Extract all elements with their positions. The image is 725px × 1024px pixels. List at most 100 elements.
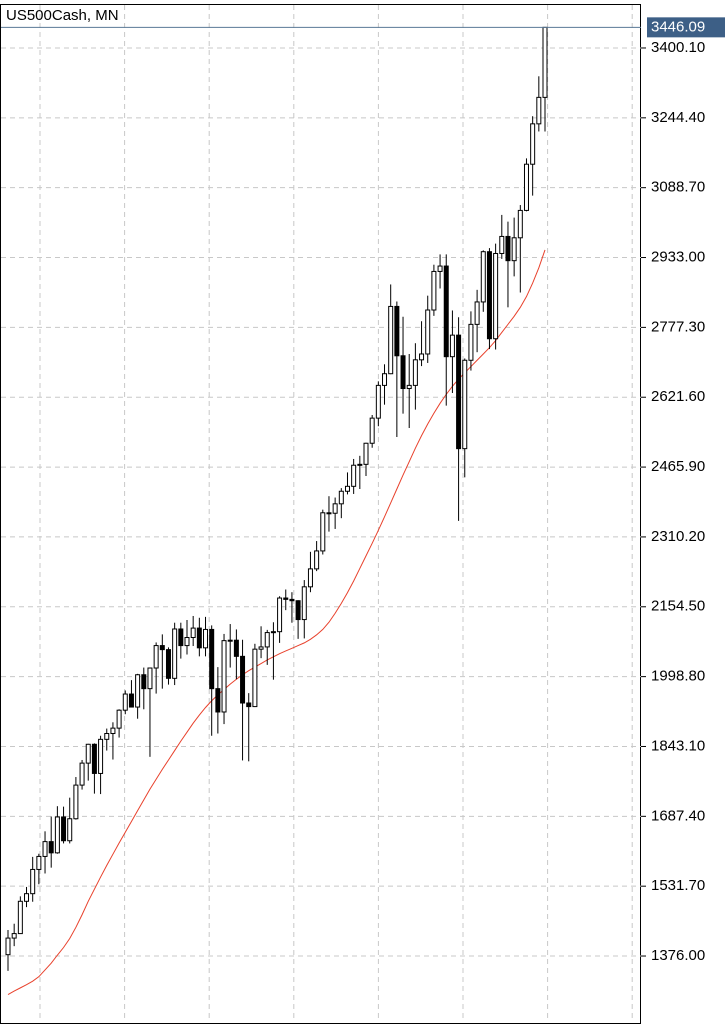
candle-body [67,818,73,842]
candle-body [468,323,474,361]
candle-body [196,627,202,649]
last-price-label: 3446.09 [651,18,705,35]
candle-body [215,688,221,713]
candle-body [61,816,67,842]
candle-body [511,237,517,262]
candle-body [480,251,486,303]
candle-body [246,702,252,708]
price-axis: 3400.10 3244.40 3088.70 2933.00 2777.30 2621.… [641,17,725,964]
candle-body [425,309,431,355]
candle-body [474,301,480,325]
y-tick-label: 1843.10 [651,737,705,754]
candle-body [270,631,276,634]
candle-body [486,251,492,340]
candle-body [153,645,159,669]
candle-body [42,841,48,857]
candle-body [443,265,449,358]
candle-body [301,586,307,621]
candle-body [277,597,283,633]
candle-body [344,485,350,492]
candle-body [221,640,227,713]
candle-body [363,442,369,465]
candle-body [24,893,30,902]
y-tick-label: 1376.00 [651,947,705,964]
candle-body [517,209,523,239]
candle-body [159,645,165,651]
candle-body [542,26,548,98]
y-tick-label: 2777.30 [651,318,705,335]
candle-body [122,693,128,711]
y-tick-label: 2465.90 [651,458,705,475]
last-price-badge [647,17,725,38]
candle-body [499,235,505,254]
candle-body [369,417,375,444]
candle-body [17,900,23,935]
candle-body [462,359,468,450]
marks [1,26,641,996]
candle-body [505,235,511,262]
candle-body [530,123,536,165]
candle-body [141,674,147,690]
candle-body [79,762,85,786]
candle-body [332,503,338,514]
y-tick-label: 1687.40 [651,807,705,824]
candle-body [382,373,388,386]
candle-body [147,667,153,690]
y-tick-label: 2621.60 [651,388,705,405]
y-tick-label: 3088.70 [651,179,705,196]
candle-body [252,648,258,708]
candle-body [11,933,17,939]
candle-body [264,632,270,648]
candle-body [289,598,295,602]
candle-body [338,490,344,505]
candle-body [351,464,357,487]
candle-body [456,334,462,450]
candle-body [449,334,455,358]
candle-body [165,649,171,679]
y-tick-label: 1531.70 [651,877,705,894]
candle-body [258,646,264,650]
candle-body [128,693,134,708]
y-tick-label: 1998.80 [651,668,705,685]
candle-body [320,512,326,552]
candle-body [5,937,11,956]
candle-body [326,512,332,515]
candle-body [375,384,381,419]
candle-body [178,628,184,647]
candle-body [190,627,196,639]
candle-body [233,639,239,657]
candle-body [283,597,289,600]
candle-body [240,655,246,704]
candle-body [36,855,42,870]
candle-body [400,355,406,390]
candle-body [209,628,215,690]
candle-body [406,384,412,390]
candle-body [135,674,141,708]
candle-body [431,270,437,311]
candle-body [85,743,91,764]
candle-body [412,359,418,386]
moving-average [7,249,546,996]
candle-body [419,353,425,361]
candle-body [104,733,110,740]
candle-body [523,163,529,211]
candle-body [227,639,233,642]
candle-body [388,305,394,375]
candle-body [295,600,301,621]
y-tick-label: 2933.00 [651,248,705,265]
candle-body [98,738,104,774]
y-tick-label: 3400.10 [651,39,705,56]
candle-body [314,550,320,570]
candle-body [172,628,178,679]
candle-body [54,816,60,854]
candle-body [357,463,363,466]
candle-body [307,568,313,588]
chart-title: US500Cash, MN [6,7,119,24]
candle-body [110,727,116,735]
candle-body [493,252,499,340]
candle-body [184,637,190,647]
candle-body [30,868,36,895]
candle-body [48,841,54,854]
